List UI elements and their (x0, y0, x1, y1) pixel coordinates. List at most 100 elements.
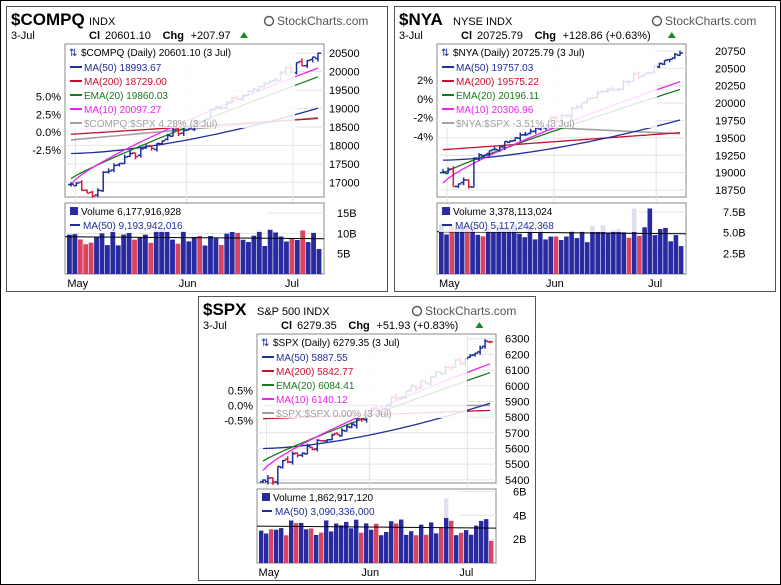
legend-item-ma10: MA(10) 20306.96 (456, 105, 534, 116)
y-tick-label: 18000 (329, 140, 360, 152)
volume-bar (235, 232, 241, 274)
volume-bar (506, 228, 512, 274)
chart-compq: $COMPQ INDX StockCharts.com 3-Jul Cl 20601.10… (11, 10, 368, 290)
volume-bar (224, 233, 230, 274)
exchange-label: S&P 500 INDX (257, 306, 330, 318)
volume-bar (464, 530, 469, 563)
volume-label: Volume 3,378,113,024 (453, 207, 553, 218)
volume-bar (543, 239, 548, 274)
volume-bar (621, 232, 627, 274)
volume-bar (668, 241, 673, 274)
volume-ma-line (64, 236, 325, 240)
volume-bar (229, 231, 235, 274)
ma200-line (442, 132, 681, 151)
y-tick-label: 20250 (715, 81, 746, 93)
volume-bar (72, 234, 78, 274)
volume-bar (218, 244, 224, 274)
volume-tick-label: 2.5B (723, 248, 746, 260)
volume-bar (475, 234, 481, 274)
brand-label: StockCharts.com (277, 14, 368, 28)
volume-bar (419, 524, 424, 563)
volume-bar (289, 520, 294, 563)
y-tick-label: 5400 (505, 475, 529, 487)
volume-bar (94, 236, 99, 274)
volume-bar (459, 532, 464, 563)
volume-icon (262, 493, 270, 501)
volume-legend-background (67, 204, 267, 232)
x-tick-label: May (259, 567, 280, 579)
change-label: Chg (535, 30, 556, 42)
volume-bar (465, 227, 470, 274)
volume-bar (678, 246, 684, 274)
volume-bar (369, 529, 374, 563)
volume-tick-label: 6B (513, 486, 526, 498)
y-tick-label: 20000 (715, 98, 746, 110)
y-tick-label: 5700 (505, 428, 529, 440)
volume-bar (434, 533, 439, 563)
volume-bar (309, 528, 314, 563)
volume-tick-label: 15B (337, 208, 357, 220)
volume-label: Volume 1,862,917,120 (273, 493, 374, 504)
volume-bar (329, 531, 334, 563)
x-tick-label: Jun (179, 278, 197, 290)
series-title: $SPX (Daily) 6279.35 (3 Jul) (273, 338, 400, 349)
relative-tick-label: 0.0% (36, 127, 61, 139)
stockcharts-logo-icon (263, 15, 275, 27)
volume-bar (142, 234, 148, 274)
volume-bar (67, 234, 72, 274)
stockcharts-logo-icon (651, 15, 663, 27)
date-label: 3-Jul (399, 30, 423, 42)
volume-bar (522, 237, 528, 274)
y-tick-label: 5800 (505, 412, 529, 424)
volume-ma-label: MA(50) 5,117,242,368 (455, 221, 554, 232)
volume-bar (273, 232, 278, 274)
volume-bar (449, 520, 454, 563)
change-label: Chg (163, 30, 184, 42)
y-tick-label: 19250 (715, 150, 746, 162)
volume-tick-label: 10B (337, 228, 357, 240)
chart-panel-nya: $NYA NYSE INDX StockCharts.com 3-Jul Cl 20725… (394, 6, 776, 292)
legend-item-rel: $SPX:$SPX 0.00% (3 Jul) (276, 409, 392, 420)
legend-item-ma10: MA(10) 6140.12 (276, 395, 348, 406)
y-tick-label: 5600 (505, 443, 529, 455)
change-value: +128.86 (+0.63%) (563, 30, 651, 42)
volume-bar (334, 523, 339, 563)
volume-bar (284, 241, 289, 274)
volume-tick-label: 5.0B (723, 228, 746, 240)
volume-bar (590, 225, 595, 274)
volume-bar (673, 235, 679, 274)
volume-label: Volume 6,177,916,928 (81, 207, 182, 218)
volume-bar (269, 529, 274, 563)
volume-bar (251, 235, 257, 274)
volume-bar (558, 240, 564, 274)
volume-bar (611, 230, 616, 274)
y-tick-label: 19500 (715, 133, 746, 145)
volume-bar (262, 245, 268, 274)
y-tick-label: 6200 (505, 349, 529, 361)
y-tick-label: 18500 (329, 122, 360, 134)
brand-label: StockCharts.com (665, 14, 756, 28)
volume-bar (469, 534, 474, 563)
volume-bar (359, 532, 364, 563)
volume-bar (564, 236, 569, 274)
volume-bar (595, 231, 600, 274)
volume-bar (137, 237, 143, 274)
legend-item-ema20: EMA(20) 6084.41 (276, 381, 355, 392)
chart-spx: $SPX S&P 500 INDX StockCharts.com 3-Jul Cl 62… (203, 300, 529, 579)
volume-bar (88, 242, 94, 274)
x-tick-label: Jun (361, 567, 379, 579)
chart-panel-spx: $SPX S&P 500 INDX StockCharts.com 3-Jul Cl 62… (198, 296, 536, 581)
volume-bar (304, 529, 309, 563)
volume-bar (278, 236, 284, 274)
volume-bar (299, 522, 304, 563)
date-label: 3-Jul (11, 30, 35, 42)
volume-bar (600, 225, 606, 274)
volume-bar (399, 519, 404, 563)
volume-bar (511, 224, 517, 274)
brand-label: StockCharts.com (425, 304, 516, 318)
y-tick-label: 18750 (715, 185, 746, 197)
legend-item-ema20: EMA(20) 19860.03 (84, 91, 168, 102)
volume-bar (517, 233, 522, 274)
relative-tick-label: -2.5% (32, 145, 61, 157)
close-value: 20725.79 (477, 30, 523, 42)
